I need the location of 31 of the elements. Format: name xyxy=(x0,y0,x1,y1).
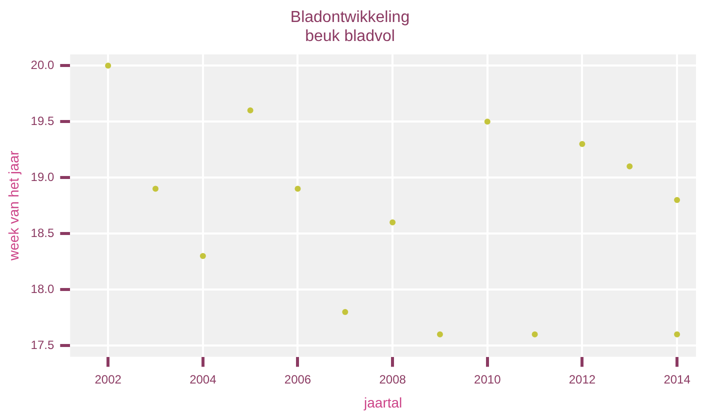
x-tick-label: 2008 xyxy=(379,372,406,386)
chart-title: Bladontwikkeling xyxy=(290,9,410,26)
y-axis-title: week van het jaar xyxy=(5,150,22,262)
point xyxy=(105,62,112,69)
point xyxy=(342,309,348,315)
y-tick-label: 20.0 xyxy=(30,58,54,72)
x-tick-label: 2006 xyxy=(284,372,312,386)
point xyxy=(532,331,538,338)
y-tick-label: 18.5 xyxy=(30,226,54,240)
x-tick-label: 2002 xyxy=(94,372,122,386)
point xyxy=(200,253,206,259)
point xyxy=(436,331,443,338)
point xyxy=(390,219,396,226)
x-axis-title: jaartal xyxy=(363,394,402,410)
point xyxy=(247,107,254,114)
chart-subtitle: beuk bladvol xyxy=(305,28,395,46)
y-tick-label: 19.0 xyxy=(30,170,54,184)
point xyxy=(626,163,633,170)
x-tick-label: 2010 xyxy=(474,372,502,386)
y-tick-label: 19.5 xyxy=(30,114,54,128)
x-tick-label: 2004 xyxy=(190,372,217,386)
point xyxy=(579,141,586,147)
y-tick-label: 18.0 xyxy=(30,282,54,296)
y-tick-label: 17.5 xyxy=(30,338,54,352)
point xyxy=(674,197,680,203)
point xyxy=(152,186,158,192)
point xyxy=(484,118,490,125)
x-tick-label: 2014 xyxy=(664,372,691,386)
point xyxy=(674,331,680,338)
point xyxy=(294,186,301,192)
x-tick-label: 2012 xyxy=(568,372,596,386)
